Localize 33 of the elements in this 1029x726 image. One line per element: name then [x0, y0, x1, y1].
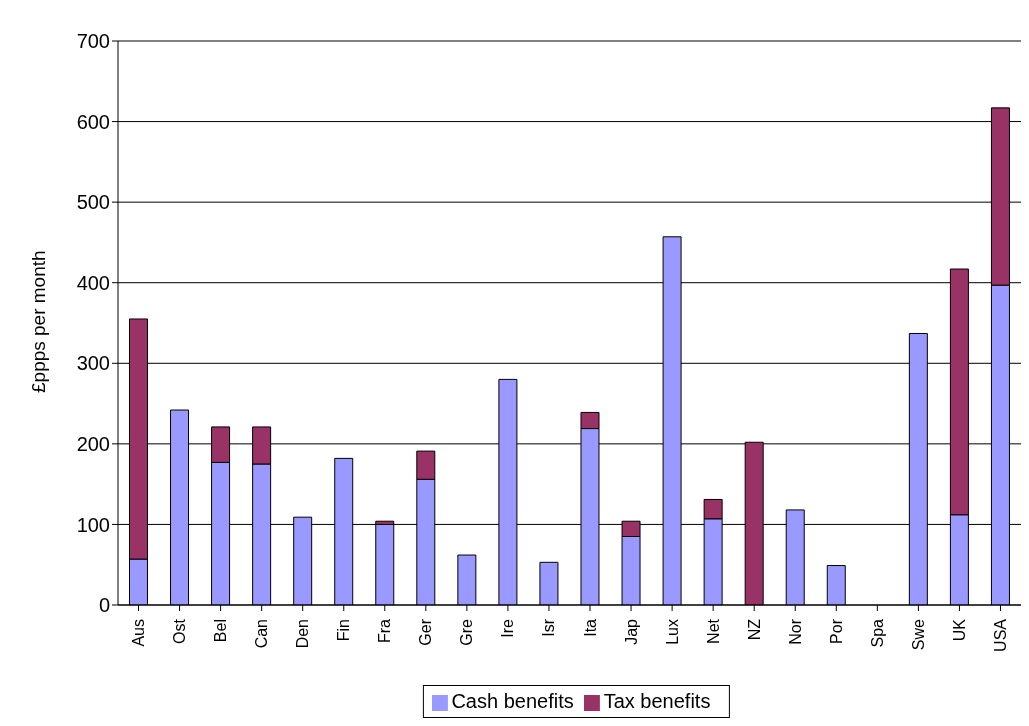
x-tick-label: Fin — [335, 619, 353, 642]
x-tick-label: Lux — [663, 619, 681, 645]
x-tick-label: Can — [253, 619, 271, 649]
y-tick-label: 200 — [76, 432, 110, 455]
y-tick-label: 500 — [76, 191, 110, 214]
y-axis-title: £ppps per month — [27, 250, 49, 393]
x-tick-label: Por — [827, 618, 845, 644]
y-tick-label: 400 — [76, 271, 110, 294]
x-tick-label: Nor — [786, 618, 804, 645]
x-tick-label: Ire — [499, 618, 517, 638]
legend-label: Tax benefits — [603, 690, 711, 712]
x-tick-label: Isr — [540, 618, 558, 637]
x-tick-label: Ost — [171, 618, 189, 644]
x-tick-label: Den — [294, 619, 312, 649]
x-tick-label: NZ — [745, 618, 763, 641]
x-tick-label: Swe — [909, 618, 927, 651]
x-tick-label: Ger — [417, 618, 435, 646]
x-tick-label: Aus — [130, 619, 148, 647]
y-tick-label: 0 — [98, 594, 110, 617]
y-tick-label: 700 — [76, 30, 110, 53]
x-tick-label: Ita — [581, 618, 599, 637]
y-tick-label: 300 — [76, 352, 110, 375]
x-tick-label: Gre — [458, 618, 476, 646]
legend-label: Cash benefits — [451, 690, 574, 712]
x-tick-label: Jap — [622, 618, 640, 645]
y-tick-label: 600 — [76, 110, 110, 133]
x-tick-label: UK — [950, 618, 968, 642]
x-tick-label: Net — [704, 618, 722, 644]
x-tick-label: USA — [991, 618, 1009, 652]
x-tick-label: Fra — [376, 618, 394, 643]
x-tick-label: Bel — [212, 619, 230, 643]
y-tick-label: 100 — [76, 513, 110, 536]
x-tick-label: Spa — [868, 618, 886, 648]
